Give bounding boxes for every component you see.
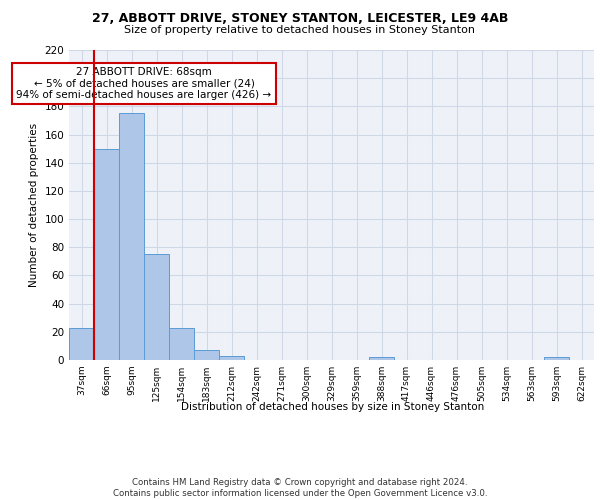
Bar <box>94 148 119 360</box>
Bar <box>169 328 194 360</box>
Bar <box>194 350 219 360</box>
Text: 27 ABBOTT DRIVE: 68sqm
← 5% of detached houses are smaller (24)
94% of semi-deta: 27 ABBOTT DRIVE: 68sqm ← 5% of detached … <box>16 67 272 100</box>
Bar <box>119 114 144 360</box>
Text: Size of property relative to detached houses in Stoney Stanton: Size of property relative to detached ho… <box>125 25 476 35</box>
Bar <box>544 357 569 360</box>
Text: Distribution of detached houses by size in Stoney Stanton: Distribution of detached houses by size … <box>181 402 485 412</box>
Bar <box>69 328 94 360</box>
Bar <box>144 254 169 360</box>
Y-axis label: Number of detached properties: Number of detached properties <box>29 123 39 287</box>
Text: Contains HM Land Registry data © Crown copyright and database right 2024.
Contai: Contains HM Land Registry data © Crown c… <box>113 478 487 498</box>
Bar <box>369 357 394 360</box>
Bar <box>219 356 244 360</box>
Text: 27, ABBOTT DRIVE, STONEY STANTON, LEICESTER, LE9 4AB: 27, ABBOTT DRIVE, STONEY STANTON, LEICES… <box>92 12 508 26</box>
